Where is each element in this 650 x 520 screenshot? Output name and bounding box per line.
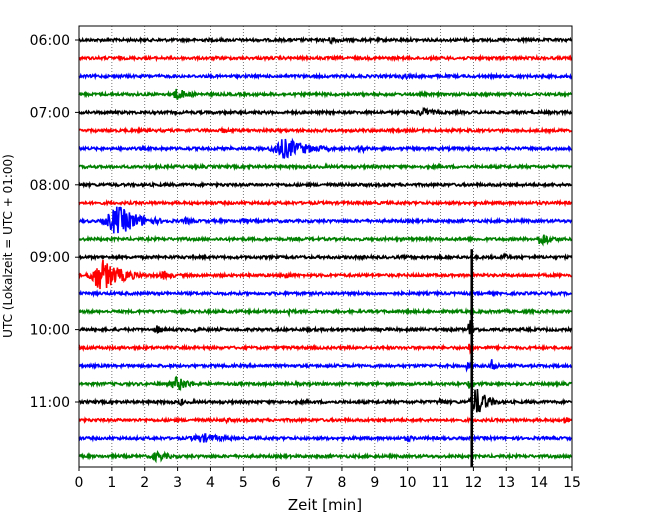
trace-0615	[78, 53, 573, 63]
x-tick-label: 5	[239, 475, 248, 491]
y-tick-label: 09:00	[30, 250, 70, 266]
trace-1100	[78, 388, 573, 413]
trace-1145	[78, 449, 572, 464]
x-tick-label: 14	[530, 475, 548, 491]
trace-1030	[78, 359, 573, 373]
x-tick-label: 3	[173, 475, 182, 491]
trace-0630	[78, 71, 573, 81]
trace-0800	[78, 180, 573, 190]
x-tick-label: 12	[464, 475, 482, 491]
trace-0645	[78, 88, 572, 100]
trace-0915	[78, 259, 573, 290]
trace-0945	[78, 307, 573, 318]
seismic-traces	[78, 35, 573, 467]
trace-0900	[78, 252, 573, 262]
x-tick-label: 15	[563, 475, 581, 491]
trace-0730	[78, 137, 572, 159]
y-tick-label: 06:00	[30, 33, 70, 49]
trace-0815	[78, 198, 572, 208]
trace-1045	[78, 375, 572, 392]
trace-1000	[78, 320, 573, 335]
y-tick-label: 08:00	[30, 178, 70, 194]
trace-1130	[78, 432, 572, 443]
y-axis-label: UTC (Lokalzeit = UTC + 01:00)	[1, 154, 15, 338]
trace-0700	[78, 106, 573, 117]
trace-1015	[78, 341, 573, 355]
trace-0845	[78, 234, 572, 247]
trace-0745	[78, 162, 573, 172]
x-tick-label: 8	[337, 475, 346, 491]
x-tick-label: 6	[272, 475, 281, 491]
y-tick-label: 07:00	[30, 105, 70, 121]
trace-0715	[78, 125, 573, 135]
y-tick-label: 11:00	[30, 395, 70, 411]
x-tick-label: 4	[206, 475, 215, 491]
x-tick-label: 0	[75, 475, 84, 491]
trace-0930	[78, 289, 572, 298]
x-tick-label: 13	[497, 475, 515, 491]
trace-0600	[78, 35, 573, 46]
x-tick-label: 7	[305, 475, 314, 491]
x-tick-label: 11	[432, 475, 450, 491]
x-axis-ticks: 0 1 2 3 4 5 6 7 8 9 10 11 12 13 14 15	[75, 467, 581, 491]
x-tick-label: 2	[140, 475, 149, 491]
event-spike	[470, 249, 474, 467]
y-tick-label: 10:00	[30, 323, 70, 339]
trace-0830	[78, 206, 573, 234]
plot-area-frame	[78, 25, 573, 468]
y-axis-ticks: 06:00 07:00 08:00 09:00 10:00 11:00	[30, 33, 79, 411]
x-tick-label: 1	[107, 475, 116, 491]
x-tick-label: 10	[399, 475, 417, 491]
x-axis-label: Zeit [min]	[288, 496, 362, 514]
trace-1115	[78, 416, 573, 425]
x-tick-label: 9	[370, 475, 379, 491]
